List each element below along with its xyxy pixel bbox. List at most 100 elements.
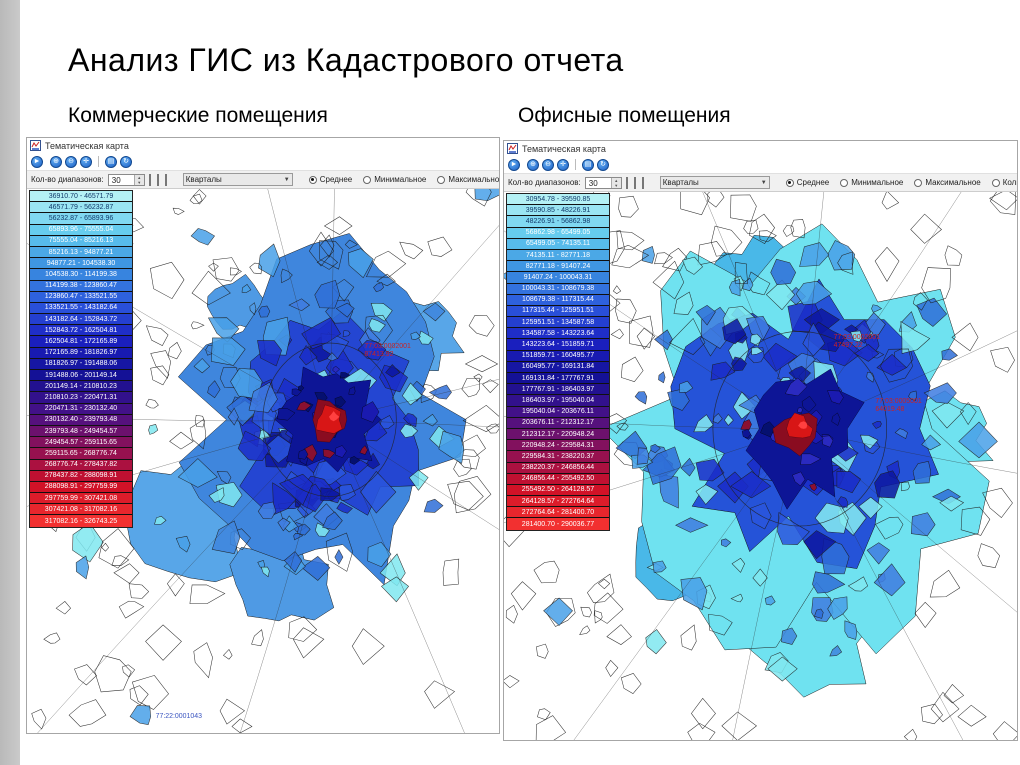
legend-row[interactable]: 75555.04 - 85216.13 — [30, 235, 132, 247]
legend-row[interactable]: 281400.70 - 290036.77 — [507, 518, 609, 530]
legend-row[interactable]: 181826.97 - 191488.06 — [30, 358, 132, 370]
legend-row[interactable]: 125951.51 - 134587.58 — [507, 317, 609, 329]
legend-row[interactable]: 94877.21 - 104538.30 — [30, 258, 132, 270]
legend-row[interactable]: 297759.99 - 307421.08 — [30, 493, 132, 505]
legend-row[interactable]: 114199.38 - 123860.47 — [30, 280, 132, 292]
legend-row[interactable]: 255492.50 - 264128.57 — [507, 484, 609, 497]
legend-row[interactable]: 143182.64 - 152843.72 — [30, 314, 132, 326]
legend-row[interactable]: 160495.77 - 169131.84 — [507, 361, 609, 373]
legend-row[interactable]: 133521.55 - 143182.64 — [30, 302, 132, 315]
ranges-value[interactable]: 30 — [111, 175, 121, 185]
legend-row[interactable]: 172165.89 - 181826.97 — [30, 347, 132, 359]
legend-row[interactable]: 229584.31 - 238220.37 — [507, 451, 609, 463]
gis-window-office: Тематическая карта ► ⊕ ⊖ ✛ ▤ ↻ Кол-во диапазо… — [503, 140, 1018, 741]
zoom-in-icon[interactable]: ⊕ — [527, 158, 539, 171]
legend-row[interactable]: 278437.82 - 288098.91 — [30, 470, 132, 482]
legend-row[interactable]: 288098.91 - 297759.99 — [30, 481, 132, 494]
legend-row[interactable]: 74135.11 - 82771.18 — [507, 249, 609, 262]
legend-row[interactable]: 210810.23 - 220471.31 — [30, 392, 132, 404]
radio-максимальное[interactable]: Максимальное — [437, 175, 499, 184]
spinner-buttons[interactable]: ▲ ▼ — [133, 174, 144, 185]
legend-row[interactable]: 56232.87 - 65893.96 — [30, 213, 132, 225]
legend-row[interactable]: 238220.37 - 246856.44 — [507, 462, 609, 474]
legend-row[interactable]: 39590.85 - 48226.91 — [507, 205, 609, 217]
color-swatch-max[interactable] — [641, 176, 644, 189]
color-swatch-mid[interactable] — [633, 176, 636, 189]
window-titlebar[interactable]: Тематическая карта — [27, 138, 499, 153]
legend-row[interactable]: 307421.08 - 317082.16 — [30, 504, 132, 516]
legend-row[interactable]: 259115.65 - 268776.74 — [30, 448, 132, 460]
legend-row[interactable]: 56862.98 - 65499.05 — [507, 227, 609, 239]
legend-row[interactable]: 268776.74 - 278437.82 — [30, 459, 132, 471]
legend-row[interactable]: 317082.16 - 326743.25 — [30, 515, 132, 527]
pan-tool-icon[interactable]: ► — [31, 155, 43, 168]
legend-row[interactable]: 108679.38 - 117315.44 — [507, 294, 609, 306]
legend-row[interactable]: 123860.47 - 133521.55 — [30, 291, 132, 303]
legend-row[interactable]: 249454.57 - 259115.65 — [30, 437, 132, 449]
color-swatch-min[interactable] — [148, 173, 151, 186]
legend-row[interactable]: 220471.31 - 230132.40 — [30, 403, 132, 415]
radio-минимальное[interactable]: Минимальное — [840, 178, 903, 187]
legend-row[interactable]: 46571.79 - 56232.87 — [30, 202, 132, 214]
ranges-value[interactable]: 30 — [588, 178, 598, 188]
legend-row[interactable]: 117315.44 - 125951.51 — [507, 305, 609, 318]
legend-row[interactable]: 30954.78 - 39590.85 — [507, 194, 609, 206]
legend-row[interactable]: 239793.48 - 249454.57 — [30, 425, 132, 438]
color-swatch-max[interactable] — [164, 173, 167, 186]
spinner-buttons[interactable]: ▲ ▼ — [610, 177, 621, 188]
refresh-icon[interactable]: ↻ — [120, 155, 132, 168]
stat-mode-radios: СреднееМинимальноеМаксимальноеКоличество — [308, 175, 499, 184]
legend-row[interactable]: 48226.91 - 56862.98 — [507, 216, 609, 228]
layers-icon[interactable]: ▤ — [582, 158, 594, 171]
legend-row[interactable]: 230132.40 - 239793.48 — [30, 414, 132, 426]
legend-row[interactable]: 91407.24 - 100043.31 — [507, 272, 609, 284]
legend-row[interactable]: 264128.57 - 272764.64 — [507, 496, 609, 508]
legend-row[interactable]: 152843.72 - 162504.81 — [30, 325, 132, 337]
legend-row[interactable]: 169131.84 - 177767.91 — [507, 373, 609, 385]
radio-среднее[interactable]: Среднее — [785, 178, 829, 187]
radio-среднее[interactable]: Среднее — [308, 175, 352, 184]
pan-tool-icon[interactable]: ► — [508, 158, 520, 171]
zoom-out-icon[interactable]: ⊖ — [542, 158, 554, 171]
move-tool-icon[interactable]: ✛ — [557, 158, 569, 171]
zoom-in-icon[interactable]: ⊕ — [50, 155, 62, 168]
layer-select[interactable]: Кварталы ▼ — [182, 173, 293, 186]
legend-row[interactable]: 134587.58 - 143223.64 — [507, 328, 609, 340]
legend-row[interactable]: 143223.64 - 151859.71 — [507, 339, 609, 351]
legend-row[interactable]: 85216.13 - 94877.21 — [30, 246, 132, 259]
legend-row[interactable]: 82771.18 - 91407.24 — [507, 261, 609, 273]
refresh-icon[interactable]: ↻ — [597, 158, 609, 171]
legend-row[interactable]: 151859.71 - 160495.77 — [507, 350, 609, 362]
legend-row[interactable]: 65893.96 - 75555.04 — [30, 224, 132, 236]
color-swatch-min[interactable] — [625, 176, 628, 189]
layers-icon[interactable]: ▤ — [105, 155, 117, 168]
color-swatch-mid[interactable] — [156, 173, 159, 186]
ranges-input[interactable]: 30 ▲ ▼ — [107, 173, 145, 186]
legend-row[interactable]: 65499.05 - 74135.11 — [507, 238, 609, 250]
legend-row[interactable]: 220948.24 - 229584.31 — [507, 440, 609, 452]
legend-row[interactable]: 201149.14 - 210810.23 — [30, 381, 132, 393]
legend-row[interactable]: 162504.81 - 172165.89 — [30, 336, 132, 348]
legend-row[interactable]: 272764.64 - 281400.70 — [507, 507, 609, 519]
layer-select[interactable]: Кварталы ▼ — [659, 176, 770, 189]
legend-row[interactable]: 195040.04 - 203676.11 — [507, 406, 609, 418]
legend-row[interactable]: 212312.17 - 220948.24 — [507, 428, 609, 441]
zoom-out-icon[interactable]: ⊖ — [65, 155, 77, 168]
legend-row[interactable]: 186403.97 - 195040.04 — [507, 395, 609, 407]
radio-количество[interactable]: Количество — [991, 178, 1017, 187]
move-tool-icon[interactable]: ✛ — [80, 155, 92, 168]
radio-максимальное[interactable]: Максимальное — [914, 178, 981, 187]
legend-row[interactable]: 36910.70 - 46571.79 — [30, 191, 132, 203]
legend-row[interactable]: 104538.30 - 114199.38 — [30, 269, 132, 281]
legend-row[interactable]: 100043.31 - 108679.38 — [507, 283, 609, 295]
map-area: 77:03:0002001 87413.92 77:22:0001043 36910… — [27, 189, 499, 733]
legend-row[interactable]: 191488.06 - 201149.14 — [30, 370, 132, 382]
radio-минимальное[interactable]: Минимальное — [363, 175, 426, 184]
window-titlebar[interactable]: Тематическая карта — [504, 141, 1017, 156]
ranges-input[interactable]: 30 ▲ ▼ — [584, 176, 622, 189]
radio-dot-icon — [437, 175, 446, 184]
legend-row[interactable]: 246856.44 - 255492.50 — [507, 473, 609, 485]
legend-row[interactable]: 203676.11 - 212312.17 — [507, 417, 609, 429]
radio-dot-icon — [840, 178, 849, 187]
legend-row[interactable]: 177767.91 - 186403.97 — [507, 384, 609, 396]
